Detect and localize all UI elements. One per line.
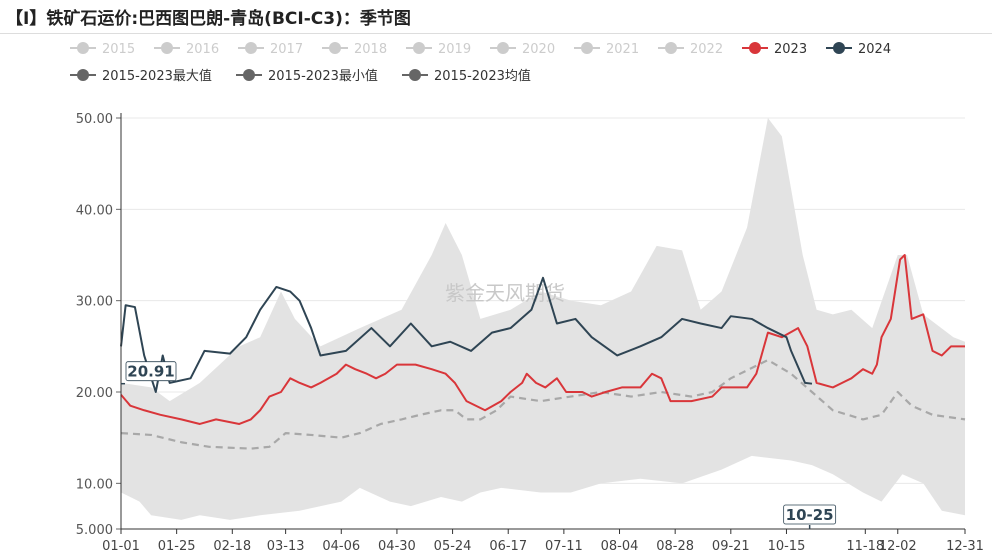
- x-tick-label: 04-06: [322, 539, 360, 554]
- legend-item-2016[interactable]: 2016: [154, 42, 219, 57]
- series-lines: [120, 254, 966, 450]
- legend-dot-icon: [581, 42, 593, 54]
- x-tick-label: 01-01: [102, 539, 140, 554]
- x-tick-label: 02-18: [213, 539, 251, 554]
- y-pointer-bg: [125, 361, 177, 382]
- series-line-2023: [120, 254, 965, 425]
- legend-item-2015[interactable]: 2015: [70, 42, 135, 57]
- x-tick-label: 11-18: [846, 539, 884, 554]
- legend-dot-icon: [665, 42, 677, 54]
- legend-dot-icon: [245, 42, 257, 54]
- y-tick-label: 5.000: [76, 523, 113, 538]
- legend-dot-icon: [161, 42, 173, 54]
- x-tick-label: 09-21: [712, 539, 750, 554]
- series-line-2015-2023均值: [120, 358, 966, 450]
- x-tick-label: 05-24: [434, 539, 472, 554]
- x-tick-label: 12-02: [879, 539, 917, 554]
- legend-dot-icon: [833, 42, 845, 54]
- legend-item-2024[interactable]: 2024: [826, 42, 891, 57]
- band-area: [121, 118, 965, 520]
- max-min-band: [121, 118, 965, 520]
- legend-item-2022[interactable]: 2022: [658, 42, 723, 57]
- x-tick-label: 01-25: [158, 539, 196, 554]
- x-pointer-label: 10-25: [786, 506, 834, 524]
- legend-item-2018[interactable]: 2018: [322, 42, 387, 57]
- series-2024: [120, 276, 813, 393]
- legend-label: 2020: [522, 42, 555, 57]
- legend-label: 2015-2023最大值: [102, 68, 212, 84]
- y-pointer-label: 20.91: [127, 363, 174, 381]
- legend-dot-icon: [749, 42, 761, 54]
- legend-item-2023[interactable]: 2023: [742, 42, 807, 57]
- x-tick-label: 10-15: [768, 539, 806, 554]
- y-tick-label: 50.00: [76, 112, 113, 127]
- legend-item-2015-2023最小值[interactable]: 2015-2023最小值: [236, 68, 378, 84]
- x-tick-label: 08-04: [601, 539, 639, 554]
- x-tick-label: 06-17: [489, 539, 527, 554]
- legend-label: 2024: [858, 42, 891, 57]
- legend-label: 2022: [690, 42, 723, 57]
- legend-dot-icon: [77, 69, 89, 81]
- legend-label: 2015: [102, 42, 135, 57]
- legend-dot-icon: [77, 42, 89, 54]
- legend-label: 2018: [354, 42, 387, 57]
- x-tick-label: 07-11: [545, 539, 583, 554]
- legend-item-2021[interactable]: 2021: [574, 42, 639, 57]
- legend-label: 2015-2023最小值: [268, 68, 378, 84]
- legend-dot-icon: [497, 42, 509, 54]
- legend-label: 2021: [606, 42, 639, 57]
- series-line-2024: [120, 276, 813, 393]
- y-tick-label: 40.00: [76, 203, 113, 218]
- x-tick-label: 12-31: [946, 539, 984, 554]
- legend-label: 2017: [270, 42, 303, 57]
- legend-dot-icon: [243, 69, 255, 81]
- legend-dot-icon: [409, 69, 421, 81]
- legend-item-2019[interactable]: 2019: [406, 42, 471, 57]
- legend-item-2015-2023最大值[interactable]: 2015-2023最大值: [70, 68, 212, 84]
- legend-label: 2016: [186, 42, 219, 57]
- x-tick-label: 08-28: [656, 539, 694, 554]
- y-tick-label: 30.00: [76, 295, 113, 310]
- series-2023: [120, 254, 965, 425]
- legend-label: 2015-2023均值: [434, 68, 531, 84]
- legend-label: 2019: [438, 42, 471, 57]
- series-2015-2023均值: [120, 358, 966, 450]
- x-tick-label: 04-30: [378, 539, 416, 554]
- legend-item-2015-2023均值[interactable]: 2015-2023均值: [402, 68, 531, 84]
- y-tick-label: 20.00: [76, 386, 113, 401]
- axes: 5.000 10.00 20.00 30.00 40.00 50.00 01-01 01-25…: [76, 112, 984, 554]
- y-tick-label: 10.00: [76, 477, 113, 492]
- legend-label: 2023: [774, 42, 807, 57]
- x-pointer-bg: [783, 504, 837, 525]
- legend-item-2017[interactable]: 2017: [238, 42, 303, 57]
- legend-item-2020[interactable]: 2020: [490, 42, 555, 57]
- legend: 2015 2016 2017 2018 2019 2020 2021 2022 2023 2024…: [70, 42, 891, 84]
- page-title: 【I】铁矿石运价:巴西图巴朗-青岛(BCI-C3)：季节图: [6, 9, 411, 29]
- title-divider: [0, 33, 992, 34]
- legend-dot-icon: [329, 42, 341, 54]
- x-tick-label: 03-13: [267, 539, 305, 554]
- legend-dot-icon: [413, 42, 425, 54]
